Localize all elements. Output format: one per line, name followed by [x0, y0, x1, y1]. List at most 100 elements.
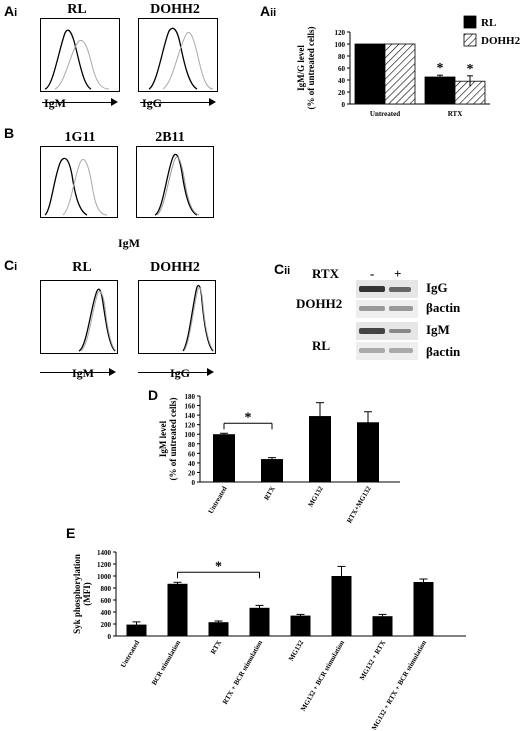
histogram-ai-dohh2 — [138, 18, 218, 92]
hist-title-2b11: 2B11 — [155, 130, 185, 145]
y-tick-label: 20 — [188, 469, 196, 477]
panel-sub: i — [14, 261, 18, 273]
y-tick-label: 60 — [188, 450, 196, 458]
bar — [413, 582, 434, 636]
bar — [357, 422, 379, 482]
western-blot — [356, 280, 418, 360]
wb-band — [389, 348, 413, 353]
bar — [290, 615, 311, 636]
x-tick-label: Untreated — [119, 639, 141, 669]
panel-letter: C — [274, 261, 285, 277]
significance-mark: * — [245, 410, 252, 425]
hist-axis-arrow — [40, 368, 116, 376]
wb-group-rl: RL — [312, 338, 331, 353]
legend-swatch — [463, 15, 477, 29]
y-axis-label-line: (% of untreated cells) — [306, 26, 316, 109]
histogram-curves — [148, 27, 214, 90]
hist-xlabel-igm-b: IgM — [118, 236, 140, 250]
wb-band — [359, 306, 385, 311]
hist-axis-arrow — [140, 98, 216, 106]
y-axis-label: IgM level(% of untreated cells) — [158, 397, 178, 480]
y-tick-label: 100 — [335, 41, 346, 49]
bar — [167, 583, 188, 636]
hist-title-dohh2: DOHH2 — [150, 2, 200, 17]
panel-letter: A — [260, 3, 271, 19]
histogram-ci-dohh2 — [138, 280, 216, 354]
y-tick-label: 0 — [192, 479, 196, 487]
y-tick-label: 200 — [101, 621, 112, 629]
legend-label: DOHH2 — [481, 35, 520, 47]
legend-swatch — [463, 33, 477, 47]
panel-label-d: D — [148, 387, 159, 403]
panel-label-e: E — [66, 525, 76, 541]
y-tick-label: 60 — [338, 65, 346, 73]
y-tick-label: 800 — [101, 585, 112, 593]
x-tick-label: RTX — [448, 110, 463, 118]
y-axis-label: IgM/G level(% of untreated cells) — [296, 26, 316, 109]
y-tick-label: 100 — [185, 431, 196, 439]
significance-mark: * — [437, 61, 444, 76]
hist-xlabel-igg-c: IgG — [170, 366, 191, 380]
y-tick-label: 80 — [188, 441, 196, 449]
panel-sub: ii — [284, 265, 291, 277]
x-tick-label: MG132 — [307, 485, 325, 509]
panel-sub: i — [14, 7, 18, 19]
x-tick-label: RTX+MG132 — [345, 485, 373, 525]
panel-letter: A — [4, 3, 15, 19]
hist-xlabel-igm-c: IgM — [72, 366, 94, 380]
x-tick-label: Untreated — [370, 110, 400, 118]
panel-sub: ii — [270, 7, 277, 19]
wb-strip-igm — [356, 322, 418, 340]
wb-lane-plus: + — [394, 266, 402, 281]
hist-xlabel-igm: IgM — [44, 96, 66, 110]
y-tick-label: 0 — [342, 101, 346, 109]
y-tick-label: 120 — [335, 29, 346, 37]
histogram-b-2b11 — [136, 146, 214, 218]
hist-axis-arrow — [42, 98, 118, 106]
wb-strip-igg — [356, 280, 418, 298]
wb-lane-minus: - — [370, 266, 375, 281]
y-tick-label: 140 — [185, 412, 196, 420]
panel-label-ci: Ci — [4, 258, 17, 273]
y-axis-label: Syk phosphorylation(MFI) — [72, 554, 92, 634]
wb-strip-actin — [356, 342, 418, 360]
y-tick-label: 0 — [108, 633, 112, 641]
bar — [249, 607, 270, 636]
chart-e: 0 200 400 600 800 1000 1200 1400 Syk phosphoryla… — [72, 549, 466, 730]
y-tick-label: 400 — [101, 609, 112, 617]
y-tick-label: 160 — [185, 403, 196, 411]
panel-label-cii: Cii — [274, 262, 290, 277]
wb-treatment-label: RTX — [312, 266, 339, 281]
y-tick-label: 40 — [188, 460, 196, 468]
wb-strip-actin — [356, 300, 418, 318]
x-tick-label: RTX — [263, 485, 277, 502]
y-axis-label-line: (MFI) — [82, 582, 92, 606]
wb-label-igg: IgG — [426, 280, 448, 295]
hist-title-rl: RL — [67, 2, 87, 17]
hist-axis-arrow — [138, 368, 214, 376]
hist-title-1g11: 1G11 — [64, 130, 96, 145]
bar — [424, 76, 456, 105]
y-axis-label-line: (% of untreated cells) — [168, 397, 178, 480]
histogram-curves — [78, 288, 117, 352]
wb-label-actin: βactin — [426, 300, 461, 315]
bar — [354, 43, 386, 105]
legend-label: RL — [481, 17, 496, 29]
x-tick-label: MG132 + RTX — [358, 639, 387, 682]
histogram-ci-rl — [40, 280, 118, 354]
y-tick-label: 600 — [101, 597, 112, 605]
panel-label-aii: Aii — [260, 4, 276, 19]
x-tick-label: MG132 — [287, 639, 305, 663]
y-axis-label-line: Syk phosphorylation — [72, 554, 82, 634]
wb-band — [359, 286, 385, 292]
y-tick-label: 1400 — [97, 549, 112, 557]
hist-xlabel-igg: IgG — [142, 96, 163, 110]
bar — [261, 459, 283, 482]
histogram-curves — [154, 153, 200, 216]
wb-label-igm: IgM — [426, 322, 450, 337]
significance-mark: * — [215, 559, 222, 574]
hist-title-rl-c: RL — [72, 260, 92, 275]
y-tick-label: 1000 — [97, 573, 112, 581]
bar — [384, 43, 416, 105]
